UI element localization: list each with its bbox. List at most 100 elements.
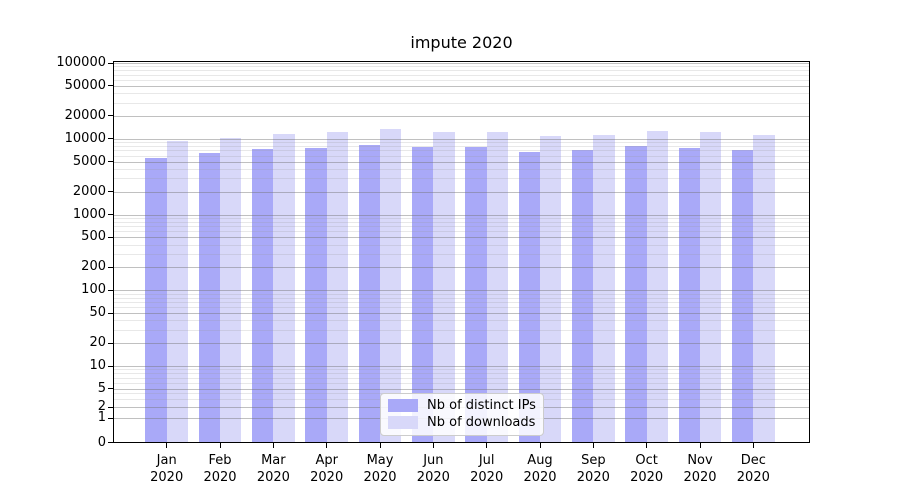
gridline-minor [114,150,809,152]
x-tick-mark [219,443,221,448]
gridline-major [114,138,809,140]
x-tick-mark [539,443,541,448]
x-tick-label: May 2020 [363,453,397,485]
gridline-major [114,191,809,193]
x-tick-label: Nov 2020 [683,453,717,485]
gridline-minor [114,93,809,95]
bar-downloads-jun [433,131,455,443]
y-tick-label: 100000 [56,55,106,70]
legend-swatch-distinct-ips [388,398,418,412]
bar-ips-dec [732,150,754,443]
y-tick-mark [108,365,113,367]
legend-row-distinct-ips: Nb of distinct IPs [388,398,536,413]
y-tick-mark [108,62,113,64]
y-tick-mark [108,442,113,443]
bar-downloads-feb [220,138,242,443]
gridline-minor [114,307,809,309]
gridline-minor [114,244,809,246]
y-tick-label: 50000 [64,77,106,93]
bar-ips-aug [518,151,540,443]
gridline-major [114,214,809,216]
y-tick-mark [108,138,113,140]
y-tick-mark [108,115,113,117]
gridline-minor [114,329,809,331]
gridline-major [114,366,809,367]
y-tick-mark [108,85,113,87]
y-tick-label: 2 [97,399,106,415]
bar-downloads-may [380,129,402,443]
y-tick-mark [108,236,113,238]
gridline-major [114,343,809,345]
x-tick-mark [272,443,274,448]
bar-downloads-apr [326,132,348,443]
gridline-minor [114,320,809,322]
gridline-minor [114,79,809,81]
x-tick-label: Jul 2020 [470,453,504,485]
y-tick-label: 20000 [64,107,106,123]
y-tick-label: 10 [89,358,106,373]
gridline-minor [114,231,809,233]
legend-row-downloads: Nb of downloads [388,415,536,430]
x-tick-label: Apr 2020 [310,453,344,485]
gridline-minor [114,168,809,170]
gridline-major [114,290,809,292]
gridline-minor [114,226,809,228]
y-tick-mark [108,266,113,268]
y-tick-mark [108,388,113,390]
y-tick-label: 2000 [72,183,106,199]
bar-downloads-jan [166,141,188,443]
gridline-major [114,237,809,239]
x-tick-label: Oct 2020 [630,453,664,485]
gridline-major [114,388,809,390]
x-tick-mark [166,443,168,448]
bar-ips-mar [252,149,274,443]
gridline-minor [114,382,809,384]
y-tick-label: 10000 [64,130,106,146]
bar-downloads-aug [540,135,562,443]
gridline-minor [114,146,809,148]
gridline-minor [114,297,809,299]
gridline-minor [114,102,809,104]
y-tick-label: 5000 [72,153,106,169]
x-tick-mark [592,443,594,448]
x-tick-mark [699,443,701,448]
gridline-major [114,115,809,117]
gridline-major [114,63,809,64]
gridline-minor [114,293,809,295]
bar-ips-sep [572,150,594,443]
x-tick-label: Jun 2020 [416,453,450,485]
chart-title: impute 2020 [410,33,513,52]
y-tick-label: 1 [97,410,106,426]
x-tick-label: Mar 2020 [256,453,290,485]
y-tick-label: 5 [97,380,106,396]
y-tick-mark [108,161,113,163]
gridline-major [114,85,809,87]
legend: Nb of distinct IPs Nb of downloads [380,392,544,436]
bar-ips-oct [625,146,647,443]
y-tick-label: 1000 [72,206,106,222]
y-tick-label: 0 [97,434,106,450]
bar-ips-jul [465,147,487,443]
legend-label-downloads: Nb of downloads [427,415,536,431]
y-tick-mark [108,191,113,193]
bar-ips-feb [198,152,221,443]
x-tick-mark [486,443,488,448]
gridline-major [114,161,809,163]
gridline-minor [114,369,809,371]
bar-ips-jun [412,146,434,443]
bar-downloads-jul [486,131,508,443]
legend-swatch-downloads [388,416,418,430]
bar-ips-apr [305,148,327,443]
gridline-minor [114,254,809,256]
y-tick-label: 200 [81,259,106,275]
x-tick-label: Feb 2020 [203,453,237,485]
gridline-minor [114,217,809,219]
x-tick-label: Jan 2020 [150,453,184,485]
y-tick-label: 500 [81,229,106,245]
gridline-minor [114,301,809,303]
bar-downloads-sep [593,135,615,443]
gridline-minor [114,221,809,223]
gridline-minor [114,373,809,375]
gridline-minor [114,155,809,157]
